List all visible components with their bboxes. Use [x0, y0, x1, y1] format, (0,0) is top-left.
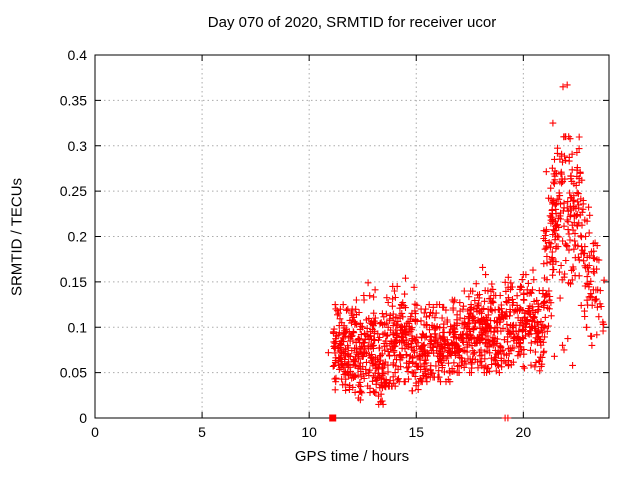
x-tick-label: 20 — [516, 424, 532, 440]
y-tick-label: 0 — [79, 410, 87, 426]
plot-frame — [94, 54, 610, 419]
y-tick-label: 0.2 — [68, 229, 88, 245]
x-axis-label: GPS time / hours — [294, 448, 410, 465]
x-tick-label: 5 — [198, 424, 206, 440]
x-tick-label: 0 — [91, 424, 99, 440]
y-tick-label: 0.35 — [60, 92, 87, 108]
y-axis-label: SRMTID / TECUs — [8, 177, 26, 297]
y-tick-label: 0.3 — [68, 138, 88, 154]
y-tick-label: 0.1 — [68, 319, 88, 335]
y-tick-label: 0.05 — [60, 365, 87, 381]
chart-title: Day 070 of 2020, SRMTID for receiver uco… — [207, 14, 497, 31]
scatter-points — [325, 81, 608, 422]
y-tick-label: 0.25 — [60, 183, 87, 199]
x-tick-label: 15 — [408, 424, 424, 440]
y-tick-label: 0.4 — [68, 47, 88, 63]
zero-square-marker — [329, 414, 337, 422]
x-tick-label: 10 — [301, 424, 317, 440]
y-tick-label: 0.15 — [60, 274, 87, 290]
